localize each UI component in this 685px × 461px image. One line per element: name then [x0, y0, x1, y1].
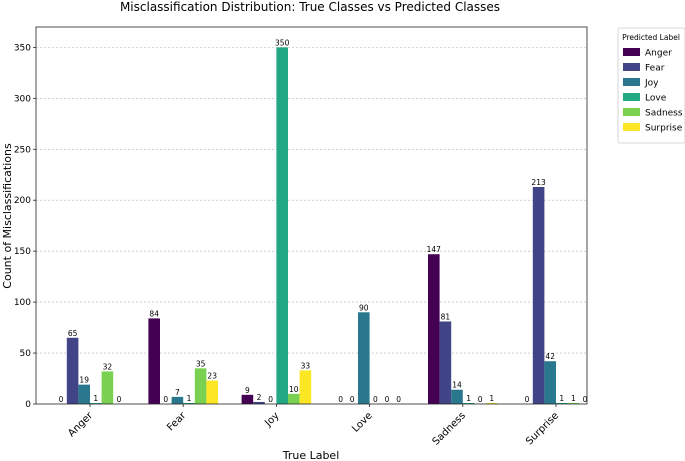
bar-fear-love	[183, 402, 195, 404]
data-label: 0	[385, 395, 390, 404]
data-label: 1	[93, 394, 98, 403]
x-tick-label-surprise: Surprise	[524, 410, 561, 447]
bar-surprise-joy	[544, 361, 556, 404]
legend-swatch-anger	[623, 48, 640, 56]
bar-anger-joy	[78, 384, 90, 404]
bar-surprise-sadness	[567, 402, 580, 404]
legend: Predicted Label Anger Fear Joy Love Sadness Su…	[617, 27, 685, 144]
legend-swatch-love	[623, 93, 640, 101]
bar-fear-anger	[148, 318, 160, 404]
data-label: 213	[531, 178, 546, 187]
data-label: 42	[545, 352, 555, 361]
chart-title: Misclassification Distribution: True Cla…	[120, 0, 500, 14]
data-label: 33	[301, 361, 311, 370]
data-label: 0	[350, 395, 355, 404]
x-tick-label-fear: Fear	[165, 410, 189, 434]
y-axis-label: Count of Misclassifications	[1, 143, 14, 289]
x-axis-label: True Label	[282, 449, 340, 461]
data-label: 14	[452, 381, 462, 390]
data-label: 0	[163, 395, 168, 404]
bar-sadness-joy	[451, 389, 463, 404]
y-tick-label: 250	[14, 145, 31, 155]
data-label: 0	[583, 395, 588, 404]
legend-swatch-joy	[623, 78, 640, 86]
legend-label-anger: Anger	[645, 49, 672, 59]
y-tick-label: 50	[20, 349, 32, 359]
data-label: 0	[59, 395, 64, 404]
bar-fear-joy	[171, 396, 184, 404]
data-label: 1	[466, 394, 471, 403]
legend-label-surprise: Surprise	[645, 124, 683, 134]
x-tick-label-joy: Joy	[262, 410, 281, 429]
bar-fear-surprise	[206, 380, 218, 404]
data-label: 0	[478, 395, 483, 404]
data-label: 1	[187, 394, 192, 403]
data-label: 147	[427, 245, 442, 254]
bar-sadness-anger	[428, 254, 440, 404]
x-tick-label-anger: Anger	[66, 410, 95, 439]
x-tick-label-love: Love	[350, 410, 374, 434]
y-tick-label: 0	[25, 400, 31, 410]
bar-joy-sadness	[288, 393, 300, 404]
data-label: 35	[196, 359, 206, 368]
bar-joy-anger	[241, 394, 254, 404]
data-label: 1	[571, 394, 576, 403]
data-label: 350	[275, 38, 290, 47]
data-label: 0	[396, 395, 401, 404]
data-label: 90	[359, 303, 369, 312]
data-label: 9	[245, 386, 250, 395]
legend-swatch-sadness	[623, 108, 640, 116]
data-label: 19	[79, 376, 89, 385]
data-label: 7	[175, 388, 180, 397]
data-label: 2	[257, 393, 262, 402]
bar-surprise-love	[556, 402, 568, 404]
data-label: 0	[117, 395, 122, 404]
data-label: 10	[289, 385, 299, 394]
bar-joy-surprise	[299, 370, 312, 404]
legend-swatch-fear	[623, 63, 640, 71]
data-label: 0	[338, 395, 343, 404]
legend-label-sadness: Sadness	[645, 109, 683, 119]
y-tick-label: 200	[14, 196, 31, 206]
legend-label-love: Love	[645, 94, 667, 104]
x-axis-ticks: Anger Fear Joy Love Sadness Surprise	[66, 404, 561, 448]
bar-surprise-fear	[532, 186, 545, 404]
data-label: 81	[441, 312, 451, 321]
bar-joy-fear	[253, 401, 265, 404]
legend-label-fear: Fear	[645, 64, 665, 74]
y-tick-label: 100	[14, 298, 31, 308]
data-label: 65	[68, 329, 78, 338]
plot-frame	[35, 26, 588, 405]
data-label: 84	[149, 309, 159, 318]
data-label: 0	[525, 395, 530, 404]
bar-joy-love	[276, 47, 288, 404]
y-axis-ticks: 0 50 100 150 200 250 300 350	[14, 43, 36, 410]
bar-sadness-fear	[439, 321, 452, 404]
bar-anger-sadness	[101, 371, 114, 404]
bar-sadness-surprise	[486, 402, 498, 404]
y-tick-label: 150	[14, 247, 31, 257]
data-label: 23	[207, 372, 217, 381]
data-label: 1	[559, 394, 564, 403]
legend-swatch-surprise	[623, 123, 640, 131]
bar-fear-sadness	[194, 368, 207, 404]
bar-love-joy	[358, 312, 370, 404]
data-label: 0	[373, 395, 378, 404]
y-tick-label: 300	[14, 94, 31, 104]
data-label: 0	[268, 395, 273, 404]
bars	[66, 47, 580, 404]
bar-sadness-love	[462, 402, 475, 404]
bar-anger-love	[90, 402, 102, 404]
y-tick-label: 350	[14, 43, 31, 53]
data-label: 1	[489, 394, 494, 403]
data-label: 32	[103, 362, 113, 371]
x-tick-label-sadness: Sadness	[431, 410, 468, 447]
bar-anger-fear	[66, 337, 79, 404]
legend-title: Predicted Label	[622, 33, 680, 42]
grid	[36, 47, 587, 354]
legend-label-joy: Joy	[644, 79, 659, 89]
